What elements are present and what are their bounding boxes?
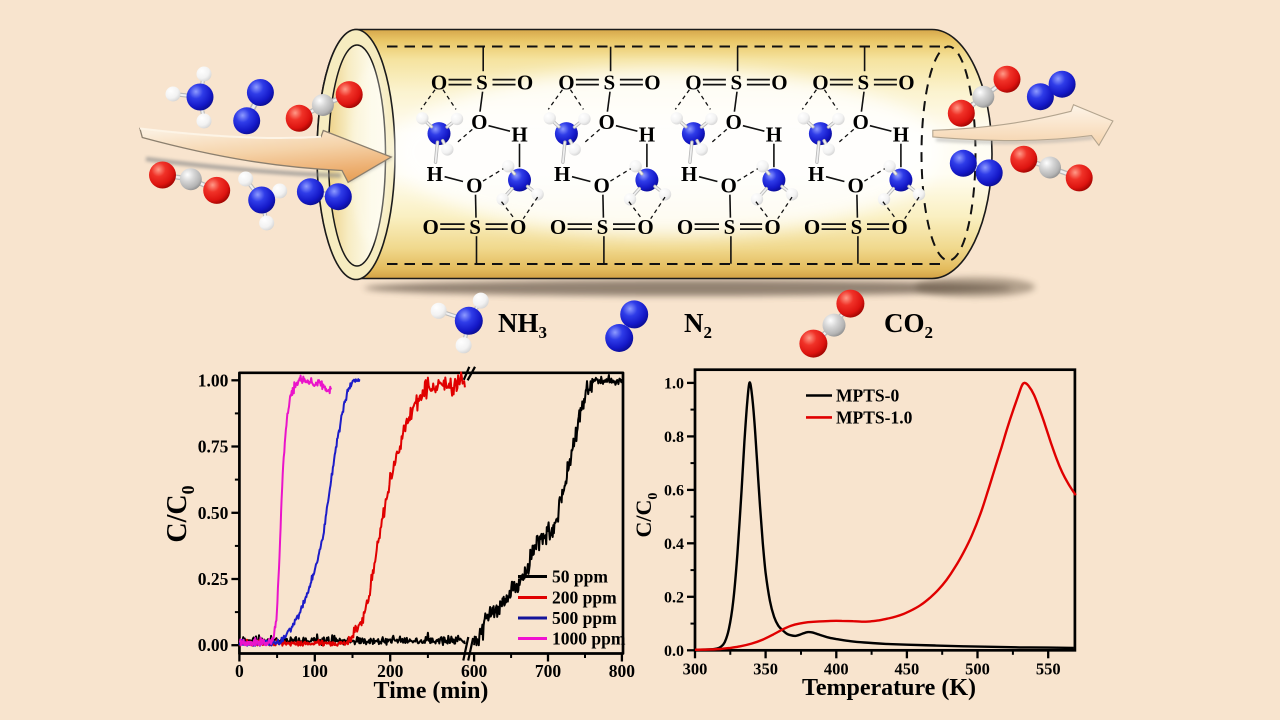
svg-text:300: 300 [683, 659, 708, 678]
svg-text:O: O [771, 70, 787, 94]
svg-text:S: S [604, 70, 616, 94]
svg-text:O: O [550, 215, 566, 239]
svg-text:O: O [466, 174, 482, 198]
svg-text:H: H [808, 162, 824, 186]
svg-text:400: 400 [824, 659, 849, 678]
svg-text:H: H [554, 162, 570, 186]
svg-text:O: O [423, 215, 439, 239]
svg-text:S: S [724, 215, 736, 239]
svg-text:O: O [637, 215, 653, 239]
svg-text:O: O [804, 215, 820, 239]
svg-text:800: 800 [609, 661, 636, 681]
svg-text:350: 350 [753, 659, 778, 678]
svg-text:0.2: 0.2 [664, 589, 684, 606]
svg-text:O: O [677, 215, 693, 239]
svg-text:O: O [510, 215, 526, 239]
svg-text:100: 100 [302, 661, 329, 681]
svg-text:O: O [471, 110, 487, 134]
svg-text:S: S [851, 215, 863, 239]
svg-text:H: H [893, 123, 909, 147]
svg-text:500: 500 [965, 659, 990, 678]
svg-text:0.50: 0.50 [198, 503, 229, 523]
svg-text:50 ppm: 50 ppm [552, 567, 608, 587]
svg-text:H: H [681, 162, 697, 186]
svg-text:Temperature (K): Temperature (K) [802, 675, 976, 701]
svg-text:450: 450 [895, 659, 920, 678]
svg-text:S: S [858, 70, 870, 94]
svg-text:O: O [848, 174, 864, 198]
svg-text:H: H [639, 123, 655, 147]
svg-text:O: O [726, 110, 742, 134]
svg-text:S: S [476, 70, 488, 94]
svg-text:0.6: 0.6 [664, 482, 684, 499]
svg-text:O: O [558, 70, 574, 94]
svg-text:0.00: 0.00 [198, 635, 229, 655]
svg-text:O: O [644, 70, 660, 94]
svg-text:S: S [731, 70, 743, 94]
svg-text:0.0: 0.0 [664, 643, 684, 660]
svg-text:0.75: 0.75 [198, 437, 229, 457]
svg-text:0.25: 0.25 [198, 569, 229, 589]
svg-text:O: O [721, 174, 737, 198]
svg-text:H: H [511, 123, 527, 147]
svg-text:1.00: 1.00 [198, 370, 229, 390]
svg-text:1000 ppm: 1000 ppm [552, 629, 626, 649]
svg-text:O: O [891, 215, 907, 239]
svg-text:O: O [764, 215, 780, 239]
svg-text:O: O [431, 70, 447, 94]
svg-text:O: O [599, 110, 615, 134]
svg-text:O: O [517, 70, 533, 94]
svg-text:H: H [427, 162, 443, 186]
svg-text:1.0: 1.0 [664, 375, 684, 392]
svg-text:0: 0 [235, 661, 244, 681]
svg-text:C/C0: C/C0 [162, 485, 198, 542]
svg-text:550: 550 [1036, 659, 1061, 678]
svg-text:MPTS-1.0: MPTS-1.0 [836, 407, 913, 427]
svg-text:200 ppm: 200 ppm [552, 588, 617, 608]
svg-text:O: O [898, 70, 914, 94]
svg-text:O: O [812, 70, 828, 94]
svg-text:O: O [594, 174, 610, 198]
svg-text:O: O [685, 70, 701, 94]
svg-text:500 ppm: 500 ppm [552, 608, 617, 628]
svg-text:0.8: 0.8 [664, 429, 684, 446]
svg-text:S: S [597, 215, 609, 239]
svg-text:600: 600 [461, 661, 488, 681]
svg-text:MPTS-0: MPTS-0 [836, 386, 899, 406]
svg-text:Time (min): Time (min) [374, 678, 489, 704]
svg-text:700: 700 [535, 661, 562, 681]
svg-text:S: S [469, 215, 481, 239]
svg-text:0.4: 0.4 [664, 536, 684, 553]
svg-text:200: 200 [377, 661, 404, 681]
svg-text:O: O [853, 110, 869, 134]
svg-text:H: H [766, 123, 782, 147]
